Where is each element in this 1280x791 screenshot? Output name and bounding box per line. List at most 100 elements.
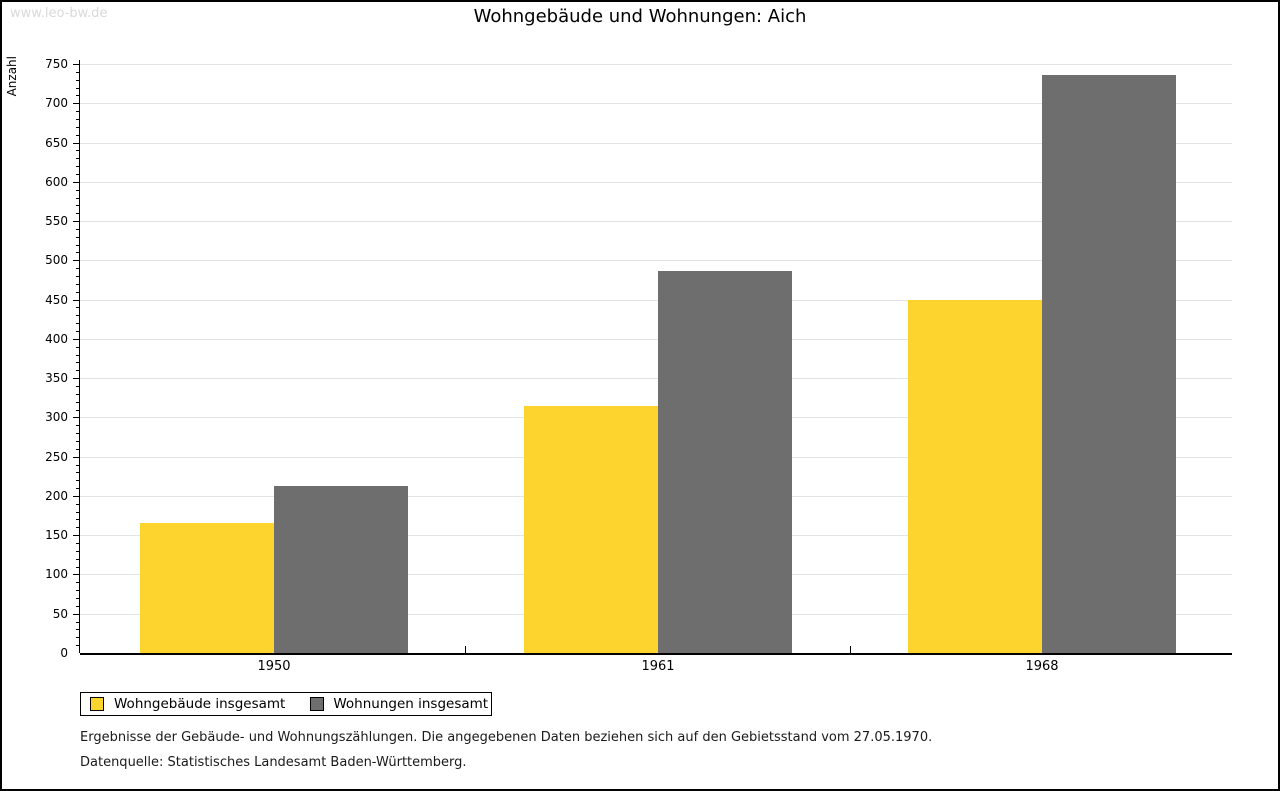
y-minor-tick	[76, 315, 80, 317]
y-tick-label: 250	[45, 449, 68, 464]
gridline	[80, 221, 1232, 223]
gridline	[80, 260, 1232, 262]
y-tick-label: 600	[45, 174, 68, 189]
y-minor-tick	[76, 440, 80, 442]
y-minor-tick	[76, 346, 80, 348]
y-tick-label: 650	[45, 135, 68, 150]
y-tick-label: 400	[45, 331, 68, 346]
y-minor-tick	[76, 629, 80, 631]
y-minor-tick	[76, 362, 80, 364]
y-major-tick	[73, 535, 80, 537]
y-tick-label: 700	[45, 96, 68, 111]
y-minor-tick	[76, 213, 80, 215]
watermark: www.leo-bw.de	[10, 6, 108, 21]
y-minor-tick	[76, 126, 80, 128]
y-minor-tick	[76, 71, 80, 73]
y-minor-tick	[76, 511, 80, 513]
y-minor-tick	[76, 519, 80, 521]
y-minor-tick	[76, 166, 80, 168]
y-minor-tick	[76, 323, 80, 325]
y-major-tick	[73, 142, 80, 144]
y-minor-tick	[76, 621, 80, 623]
y-minor-tick	[76, 244, 80, 246]
y-major-tick	[73, 417, 80, 419]
y-minor-tick	[76, 472, 80, 474]
y-minor-tick	[76, 409, 80, 411]
y-minor-tick	[76, 236, 80, 238]
y-minor-tick	[76, 401, 80, 403]
gridline	[80, 181, 1232, 183]
y-minor-tick	[76, 228, 80, 230]
bar-wohngeb-ude-insgesamt-1950	[140, 522, 274, 653]
bar-wohngeb-ude-insgesamt-1961	[524, 405, 658, 653]
y-minor-tick	[76, 558, 80, 560]
y-minor-tick	[76, 307, 80, 309]
legend-label-wohnungen: Wohnungen insgesamt	[333, 696, 489, 712]
gridline	[80, 142, 1232, 144]
y-minor-tick	[76, 87, 80, 89]
y-major-tick	[73, 338, 80, 340]
y-tick-label: 550	[45, 214, 68, 229]
y-minor-tick	[76, 173, 80, 175]
gridline	[80, 299, 1232, 301]
footer-source: Datenquelle: Statistisches Landesamt Bad…	[80, 755, 467, 770]
y-major-tick	[73, 495, 80, 497]
x-tick-label: 1961	[641, 659, 675, 674]
y-major-tick	[73, 456, 80, 458]
y-minor-tick	[76, 205, 80, 207]
y-tick-label: 200	[45, 488, 68, 503]
y-major-tick	[73, 103, 80, 105]
y-tick-label: 750	[45, 57, 68, 71]
y-minor-tick	[76, 550, 80, 552]
y-minor-tick	[76, 488, 80, 490]
bar-wohnungen-insgesamt-1968	[1042, 74, 1176, 653]
y-tick-label: 150	[45, 528, 68, 543]
y-minor-tick	[76, 464, 80, 466]
x-axis-line	[80, 653, 1232, 655]
y-major-tick	[73, 221, 80, 223]
y-minor-tick	[76, 543, 80, 545]
y-minor-tick	[76, 503, 80, 505]
y-tick-label: 450	[45, 292, 68, 307]
footer-note: Ergebnisse der Gebäude- und Wohnungszähl…	[80, 730, 933, 745]
y-minor-tick	[76, 189, 80, 191]
bar-wohngeb-ude-insgesamt-1968	[908, 299, 1042, 653]
y-major-tick	[73, 574, 80, 576]
gridline	[80, 378, 1232, 380]
y-minor-tick	[76, 291, 80, 293]
x-boundary-tick	[465, 646, 466, 653]
y-tick-label: 350	[45, 371, 68, 386]
y-tick-label: 50	[52, 606, 68, 621]
gridline	[80, 64, 1232, 65]
gridline	[80, 338, 1232, 340]
y-major-tick	[73, 260, 80, 262]
bar-wohnungen-insgesamt-1961	[658, 270, 792, 653]
y-minor-tick	[76, 111, 80, 113]
y-major-tick	[73, 378, 80, 380]
chart-title: Wohngebäude und Wohnungen: Aich	[473, 6, 807, 27]
y-minor-tick	[76, 425, 80, 427]
y-tick-label: 300	[45, 410, 68, 425]
y-minor-tick	[76, 605, 80, 607]
y-tick-label: 0	[60, 646, 68, 660]
y-minor-tick	[76, 637, 80, 639]
y-minor-tick	[76, 582, 80, 584]
y-minor-tick	[76, 370, 80, 372]
y-major-tick	[73, 299, 80, 301]
y-major-tick	[73, 613, 80, 615]
y-tick-label: 100	[45, 567, 68, 582]
y-minor-tick	[76, 197, 80, 199]
y-minor-tick	[76, 268, 80, 270]
y-minor-tick	[76, 385, 80, 387]
y-minor-tick	[76, 276, 80, 278]
y-minor-tick	[76, 566, 80, 568]
y-minor-tick	[76, 331, 80, 332]
legend: Wohngebäude insgesamt Wohnungen insgesam…	[80, 692, 492, 716]
y-minor-tick	[76, 95, 80, 97]
legend-swatch-wohnungen	[310, 697, 325, 711]
x-tick-label: 1968	[1025, 659, 1059, 674]
y-minor-tick	[76, 590, 80, 592]
y-minor-tick	[76, 480, 80, 482]
y-minor-tick	[76, 150, 80, 152]
y-minor-tick	[76, 252, 80, 254]
